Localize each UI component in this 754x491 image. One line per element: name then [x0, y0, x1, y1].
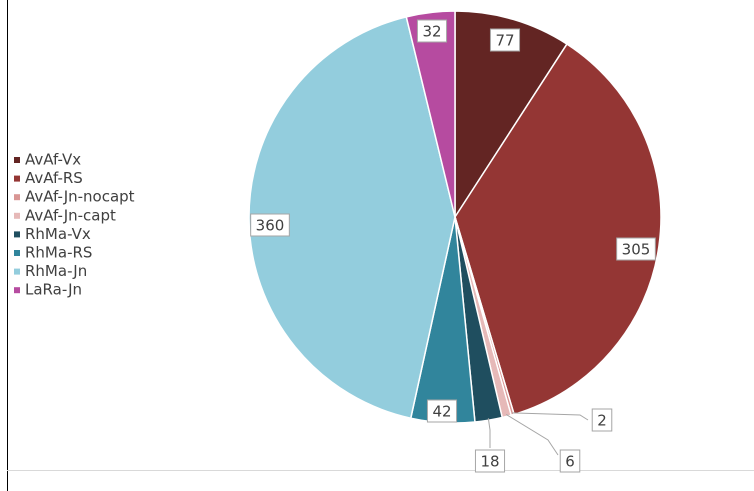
data-label: 77	[495, 32, 514, 50]
data-label-box	[474, 449, 506, 473]
legend: AvAf-VxAvAf-RSAvAf-Jn-nocaptAvAf-Jn-capt…	[14, 151, 135, 299]
pie-slice	[454, 10, 568, 220]
legend-swatch	[14, 175, 20, 182]
data-label: 305	[622, 241, 651, 259]
legend-label: RhMa-Vx	[25, 225, 91, 243]
data-label: 360	[256, 217, 285, 235]
legend-label: AvAf-Jn-nocapt	[25, 188, 135, 206]
legend-swatch	[14, 212, 20, 219]
data-label-box	[489, 28, 521, 52]
data-label-box	[616, 237, 656, 261]
leader-line	[505, 414, 559, 456]
data-label: 42	[432, 403, 451, 421]
data-label-box	[250, 213, 290, 237]
legend-swatch	[14, 194, 20, 201]
legend-swatch	[14, 268, 20, 275]
legend-label: AvAf-RS	[25, 169, 83, 187]
legend-swatch	[14, 157, 20, 163]
legend-label: AvAf-Jn-capt	[25, 206, 116, 224]
data-label: 32	[422, 23, 441, 41]
data-label-box	[426, 399, 458, 423]
data-label-box	[416, 19, 448, 43]
data-label-box	[559, 449, 581, 473]
data-labels: 77 305 2 6 18 42 360 32	[250, 19, 656, 473]
legend-swatch	[14, 250, 20, 256]
data-label: 18	[480, 453, 499, 471]
legend-swatch	[14, 231, 20, 238]
legend-label: AvAf-Vx	[25, 151, 81, 169]
leader-line	[487, 418, 491, 448]
pie-slice	[405, 10, 456, 218]
data-label-box	[591, 408, 613, 432]
legend-label: RhMa-Jn	[25, 262, 87, 280]
pie-slice	[248, 15, 456, 420]
legend-label: RhMa-RS	[25, 244, 92, 262]
legend-label: LaRa-Jn	[25, 281, 82, 299]
leader-line	[512, 412, 589, 421]
data-label: 6	[565, 453, 575, 471]
legend-swatch	[14, 287, 20, 294]
pie-slice	[454, 43, 662, 416]
data-label: 2	[597, 412, 607, 430]
pie	[248, 10, 662, 424]
